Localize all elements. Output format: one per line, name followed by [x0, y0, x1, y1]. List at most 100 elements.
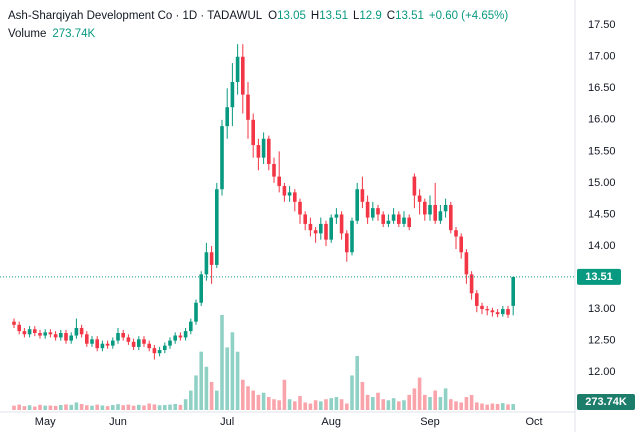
volume-bar [131, 405, 136, 410]
volume-bar [433, 390, 437, 410]
candle-body [194, 302, 198, 322]
candle-body [329, 217, 333, 240]
last-price-tag [577, 268, 621, 285]
candle-body [17, 324, 21, 332]
volume-bar [428, 397, 432, 410]
volume-bar [194, 375, 198, 410]
volume-bar [33, 406, 37, 410]
volume-bar [209, 381, 214, 410]
volume-bar [329, 398, 333, 410]
ohlc-key: L [353, 10, 360, 22]
candle-body [303, 214, 307, 224]
volume-tag-label: 273.74K [585, 396, 627, 408]
volume-value: 273.74K [52, 28, 95, 40]
volume-bar [251, 390, 255, 410]
volume-bar [397, 401, 401, 410]
ohlc-value: 13.05 [277, 10, 306, 22]
candle-body [386, 220, 391, 224]
volume-bar [506, 404, 510, 410]
title: Ash-Sharqiyah Development Co · 1D · TADA… [8, 10, 263, 22]
candle-body [241, 56, 245, 95]
volume-bar [334, 397, 339, 410]
change-value: +0.60 (+4.65%) [429, 10, 508, 22]
candle-body [433, 204, 437, 221]
candle-body [43, 332, 47, 336]
volume-bar [449, 399, 453, 410]
volume-bar [464, 397, 469, 410]
candle-body [412, 176, 417, 196]
volume-bar [189, 390, 193, 410]
volume-bar [298, 395, 302, 410]
candle-body [209, 252, 214, 265]
y-tick-label: 16.50 [588, 82, 616, 94]
volume-bar [121, 405, 125, 410]
y-tick-label: 12.50 [588, 334, 616, 346]
volume-bar [85, 405, 89, 410]
candle-body [293, 192, 297, 202]
candle-body [69, 335, 73, 341]
volume-bar [511, 404, 515, 410]
candle-body [490, 310, 495, 313]
candle-body [204, 252, 209, 275]
volume-bar [100, 405, 105, 410]
candle-body [319, 223, 323, 234]
candle-body [282, 186, 287, 196]
volume-bar [345, 403, 349, 410]
last-price-label: 13.51 [585, 271, 613, 283]
candle-body [147, 343, 151, 349]
volume-bar [319, 401, 323, 410]
candle-body [334, 214, 339, 218]
candle-body [157, 350, 162, 354]
candle-body [189, 321, 193, 332]
y-tick-label: 17.50 [588, 19, 616, 31]
candle-body [459, 236, 463, 253]
volume-bar [256, 394, 261, 410]
candle-body [355, 189, 359, 221]
volume-bar [391, 398, 396, 410]
candle-body [220, 126, 224, 190]
candle-body [142, 339, 146, 344]
volume-bar [168, 404, 172, 410]
candle-body [27, 329, 32, 335]
candle-body [454, 230, 458, 237]
candle-body [173, 335, 177, 341]
candle-body [53, 334, 58, 338]
volume-bar [412, 388, 417, 410]
volume-bar [53, 405, 58, 410]
candle-body [48, 332, 53, 335]
candle-body [246, 94, 250, 120]
x-tick-label: Jul [220, 416, 234, 428]
volume-bar [454, 401, 458, 410]
candle-body [137, 339, 141, 347]
candle-body [480, 305, 484, 310]
ohlc-value: 13.51 [395, 10, 424, 22]
candle-body [345, 233, 349, 253]
volume-bar [469, 394, 474, 410]
candle-body [501, 309, 505, 315]
candle-body [267, 138, 271, 164]
candle-body [90, 339, 94, 344]
ohlc-value: 13.51 [319, 10, 348, 22]
volume-bar [402, 400, 406, 410]
volume-bar [376, 392, 380, 410]
volume-bar [485, 404, 489, 410]
candle-body [261, 138, 266, 158]
candle-body [163, 345, 167, 351]
volume-bar [490, 403, 495, 410]
candle-body [339, 214, 344, 234]
volume-bar [163, 405, 167, 410]
candle-body [475, 293, 479, 306]
candle-body [12, 321, 16, 325]
volume-bar [365, 394, 370, 410]
candle-body [365, 201, 370, 218]
candle-body [85, 334, 89, 344]
volume-bar [90, 405, 94, 410]
volume-bar [147, 403, 151, 410]
candle-body [469, 274, 474, 294]
candle-body [381, 214, 385, 224]
volume-bar [355, 356, 359, 410]
candle-body [298, 201, 302, 215]
candle-body [256, 145, 261, 158]
volume-bar [220, 315, 224, 410]
